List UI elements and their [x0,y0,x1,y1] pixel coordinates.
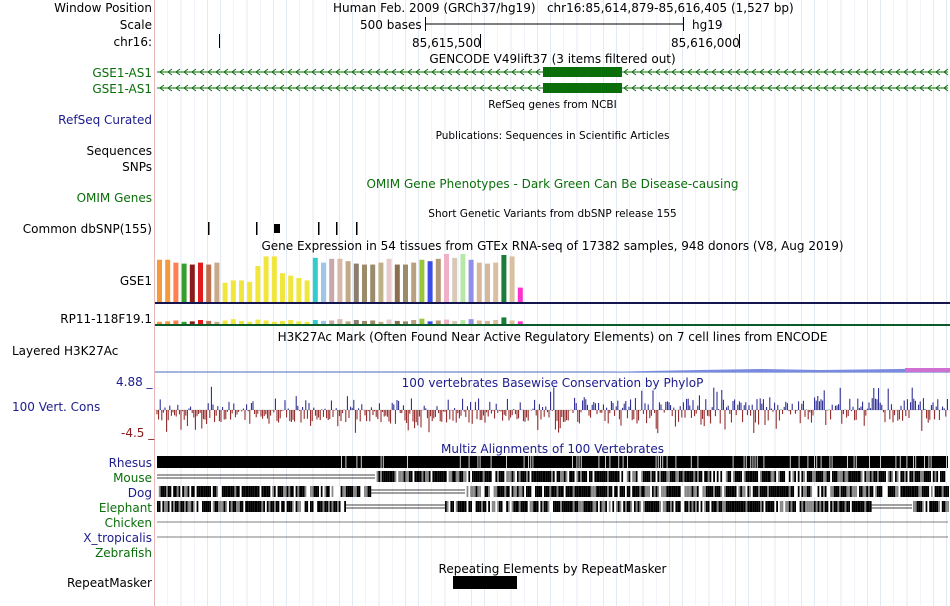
dbsnp-variants[interactable] [208,222,358,235]
multiz-species-mouse[interactable]: Mouse [113,471,152,485]
conservation-min-label: -4.5 _ [121,426,155,440]
dbsnp-track-title[interactable]: Short Genetic Variants from dbSNP releas… [428,208,677,220]
label-divider [154,0,155,606]
multiz-species-elephant[interactable]: Elephant [98,501,152,515]
h3k27ac-track-title[interactable]: H3K27Ac Mark (Often Found Near Active Re… [277,330,828,344]
window-position-label: Window Position [54,1,152,15]
chrom-label: chr16: [113,35,152,49]
gtex-gene-label-gse1[interactable]: GSE1 [119,274,152,288]
refseq-track-label[interactable]: RefSeq Curated [58,113,152,127]
multiz-alignments[interactable] [157,456,949,538]
gencode-item-label-2[interactable]: GSE1-AS1 [92,82,152,96]
gencode-gene-1[interactable] [157,67,949,77]
dbsnp-track-label[interactable]: Common dbSNP(155) [22,222,152,236]
conservation-max-label: 4.88 _ [116,375,153,389]
gencode-track-title[interactable]: GENCODE V49lift37 (3 items filtered out) [429,52,676,66]
repeatmasker-track-label[interactable]: RepeatMasker [66,576,152,590]
coordinate-ruler [219,34,740,48]
multiz-species-chicken[interactable]: Chicken [104,516,152,530]
h3k27ac-signal[interactable] [155,368,950,373]
multiz-species-xtropicalis[interactable]: X_tropicalis [83,531,152,545]
omim-track-title[interactable]: OMIM Gene Phenotypes - Dark Green Can Be… [366,177,739,191]
scale-bar-text: 500 bases [360,18,422,32]
scale-bar [425,17,684,31]
gencode-item-label-1[interactable]: GSE1-AS1 [92,66,152,80]
repeatmasker-element[interactable] [453,576,517,589]
assembly-name: hg19 [692,18,723,32]
conservation-wiggle[interactable] [155,386,950,434]
gtex-rp11-bars[interactable] [157,317,523,324]
publications-sequences-label[interactable]: Sequences [86,144,152,158]
multiz-species-dog[interactable]: Dog [127,486,152,500]
multiz-species-rhesus[interactable]: Rhesus [108,456,152,470]
multiz-species-zebrafish[interactable]: Zebrafish [95,546,152,560]
scale-label: Scale [119,18,152,32]
coord-left-label: 85,615,500 [412,36,481,50]
conservation-track-label[interactable]: 100 Vert. Cons [12,400,101,414]
coord-right-label: 85,616,000 [671,36,740,50]
conservation-track-title[interactable]: 100 vertebrates Basewise Conservation by… [401,376,704,390]
repeatmasker-track-title[interactable]: Repeating Elements by RepeatMasker [438,562,667,576]
publications-track-title[interactable]: Publications: Sequences in Scientific Ar… [435,130,670,142]
publications-snps-label[interactable]: SNPs [122,160,152,174]
h3k27ac-track-label[interactable]: Layered H3K27Ac [12,344,119,358]
gtex-track-title[interactable]: Gene Expression in 54 tissues from GTEx … [261,239,844,253]
multiz-track-title[interactable]: Multiz Alignments of 100 Vertebrates [440,442,665,456]
assembly-position-text: Human Feb. 2009 (GRCh37/hg19) chr16:85,6… [333,1,794,15]
gtex-gse1-bars[interactable] [157,254,523,302]
gtex-gene-label-rp11[interactable]: RP11-118F19.1 [60,312,152,326]
gencode-gene-2[interactable] [157,83,949,93]
refseq-track-title[interactable]: RefSeq genes from NCBI [488,99,617,111]
omim-track-label[interactable]: OMIM Genes [76,191,152,205]
